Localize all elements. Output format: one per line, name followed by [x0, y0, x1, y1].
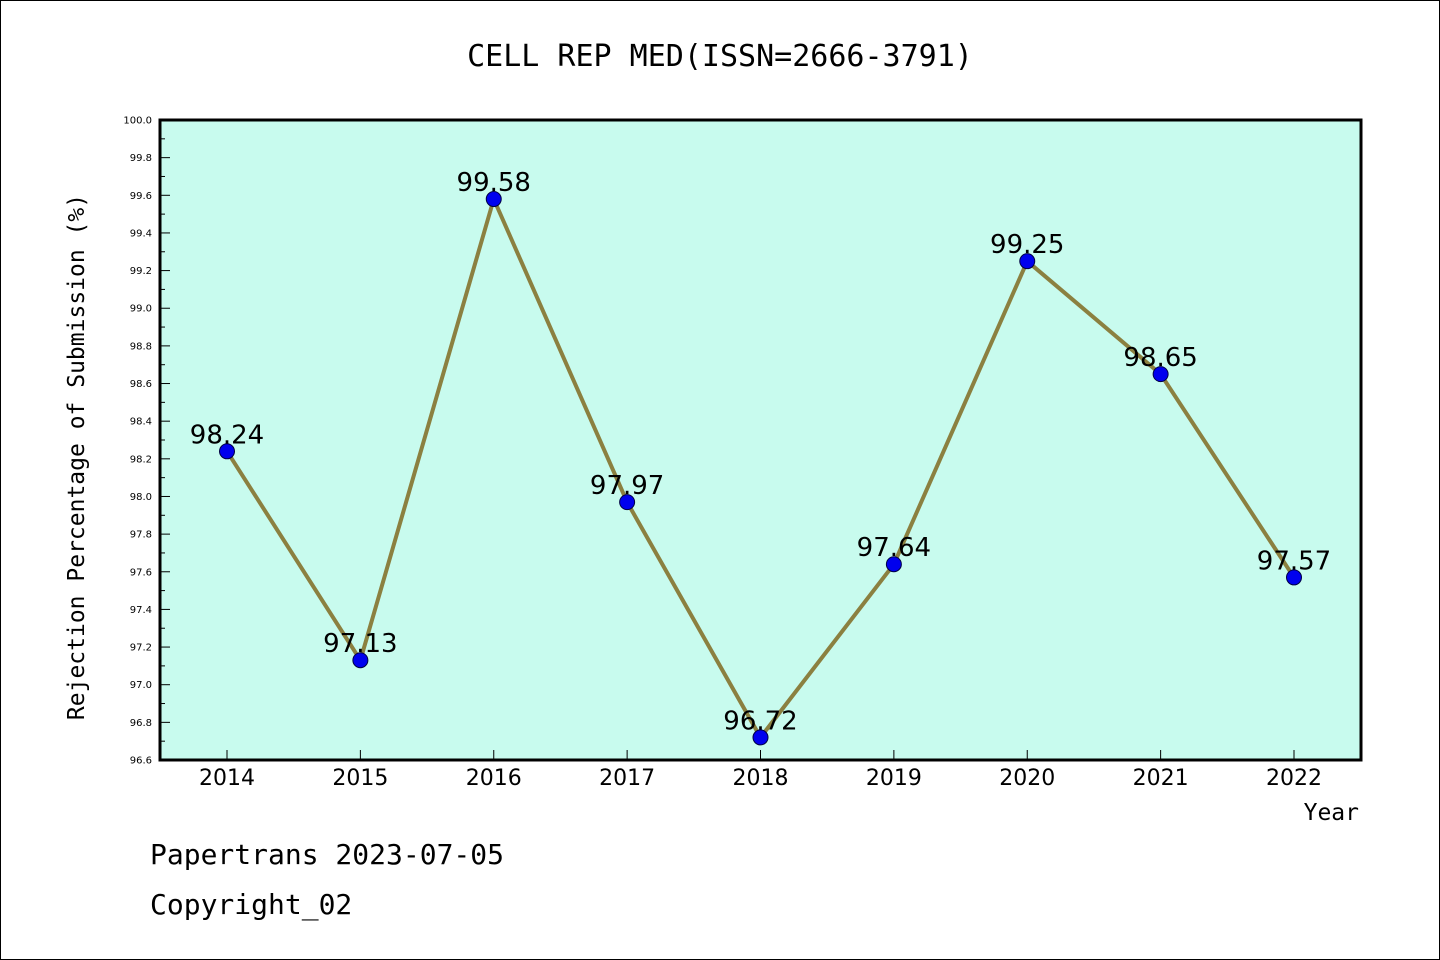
- data-label: 98.65: [1123, 343, 1197, 373]
- data-point: [885, 556, 902, 573]
- series-markers: [219, 191, 1302, 746]
- y-axis-label: Rejection Percentage of Submission (%): [64, 194, 90, 720]
- y-tick-label: 99.8: [130, 153, 152, 164]
- y-tick-label: 97.4: [130, 605, 152, 616]
- y-tick-label: 99.2: [130, 266, 152, 277]
- y-tick-label: 98.4: [130, 417, 152, 428]
- data-point: [485, 191, 502, 208]
- plot-area: [158, 118, 1363, 762]
- y-tick-label: 98.8: [130, 341, 152, 352]
- data-label: 97.13: [323, 629, 397, 659]
- chart-title: CELL REP MED(ISSN=2666-3791): [467, 39, 973, 74]
- data-point: [1152, 366, 1169, 383]
- data-label: 97.97: [590, 471, 664, 501]
- y-tick-label: 99.6: [130, 191, 152, 202]
- data-point: [1286, 569, 1302, 586]
- x-tick-label: 2020: [999, 766, 1055, 791]
- x-tick-label: 2017: [599, 766, 655, 791]
- data-label: 96.72: [723, 706, 797, 736]
- y-tick-label: 97.0: [130, 680, 152, 691]
- data-point: [619, 494, 636, 511]
- data-point: [752, 729, 769, 746]
- y-tick-label: 97.6: [130, 567, 152, 578]
- y-tick-label: 98.6: [130, 379, 152, 390]
- x-tick-label: 2019: [866, 766, 922, 791]
- y-tick-label: 98.2: [130, 454, 152, 465]
- y-tick-label: 98.0: [130, 492, 152, 503]
- data-point: [1019, 253, 1036, 270]
- x-axis: 2014 2015 2016 2017 2018 2019 2020 2021 2022: [199, 750, 1322, 791]
- x-tick-label: 2014: [199, 766, 255, 791]
- data-label: 99.58: [457, 168, 531, 198]
- x-tick-label: 2016: [466, 766, 522, 791]
- y-tick-label: 96.6: [130, 756, 152, 767]
- y-tick-label: 100.0: [123, 116, 152, 127]
- data-label: 99.25: [990, 230, 1064, 260]
- x-tick-label: 2015: [332, 766, 388, 791]
- data-point: [219, 443, 235, 460]
- data-point: [352, 652, 369, 669]
- y-tick-label: 96.8: [130, 718, 152, 729]
- x-tick-label: 2018: [733, 766, 789, 791]
- data-labels: 98.24 97.13 99.58 97.97 96.72 97.64 99.25 98.65…: [190, 168, 1331, 736]
- footer-line-2: Copyright_02: [150, 888, 352, 922]
- y-tick-label: 99.4: [130, 228, 152, 239]
- data-label: 97.64: [857, 533, 931, 563]
- y-tick-label: 97.2: [130, 643, 152, 654]
- data-label: 97.57: [1257, 546, 1331, 576]
- x-tick-label: 2022: [1266, 766, 1322, 791]
- x-tick-label: 2021: [1133, 766, 1189, 791]
- data-label: 98.24: [190, 420, 264, 450]
- x-axis-label: Year: [1304, 800, 1359, 826]
- y-tick-label: 97.8: [130, 530, 152, 541]
- footer-line-1: Papertrans 2023-07-05: [150, 838, 504, 871]
- y-axis: 96.6 96.8 97.0 97.2 97.4 97.6 97.8 98.0 98.2 98.4…: [123, 116, 170, 767]
- y-tick-label: 99.0: [130, 304, 152, 315]
